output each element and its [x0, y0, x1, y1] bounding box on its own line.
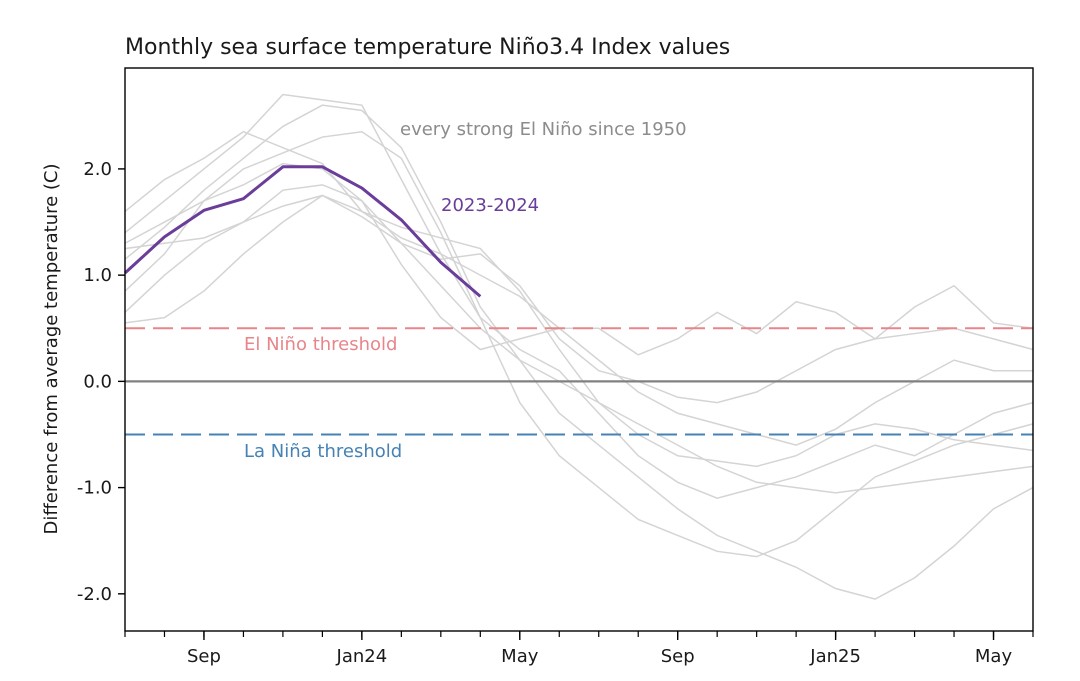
series-layer: [123, 93, 1034, 600]
x-tick-label: Sep: [187, 646, 221, 667]
annotation-el-nino-threshold: El Niño threshold: [244, 334, 397, 355]
axes-layer: Sep Jan24 May Sep Jan25 May 2.0 1.0 0.0 -1.0 -2.0: [77, 159, 1034, 667]
x-tick-label: Jan24: [336, 646, 388, 667]
chart-title: Monthly sea surface temperature Niño3.4 …: [125, 35, 730, 60]
background-series-line-4: [124, 184, 1034, 356]
background-series-line-3: [124, 93, 1034, 500]
y-tick-label: 0.0: [83, 371, 112, 392]
y-tick-label: 1.0: [83, 265, 112, 286]
background-series-line-6: [124, 194, 1034, 404]
y-tick-label: -1.0: [77, 478, 112, 499]
x-tick-label: May: [975, 646, 1013, 667]
y-axis-title: Difference from average temperature (C): [41, 163, 62, 534]
x-tick-label: Jan25: [809, 646, 861, 667]
background-series-line-2: [124, 130, 1034, 558]
background-series-line-5: [124, 162, 1034, 494]
y-tick-label: 2.0: [83, 159, 112, 180]
annotation-la-nina-threshold: La Niña threshold: [244, 441, 402, 462]
annotation-strong-el-nino: every strong El Niño since 1950: [400, 119, 687, 140]
annotation-2023-2024: 2023-2024: [441, 195, 539, 216]
background-series-line-8: [124, 194, 1034, 468]
highlight-series-line: [123, 165, 482, 298]
background-series-line-1: [124, 104, 1034, 600]
x-tick-label: Sep: [661, 646, 695, 667]
background-series-line-7: [124, 130, 1033, 446]
y-tick-label: -2.0: [77, 584, 112, 605]
x-tick-label: May: [501, 646, 539, 667]
plot-frame: [124, 67, 1034, 632]
